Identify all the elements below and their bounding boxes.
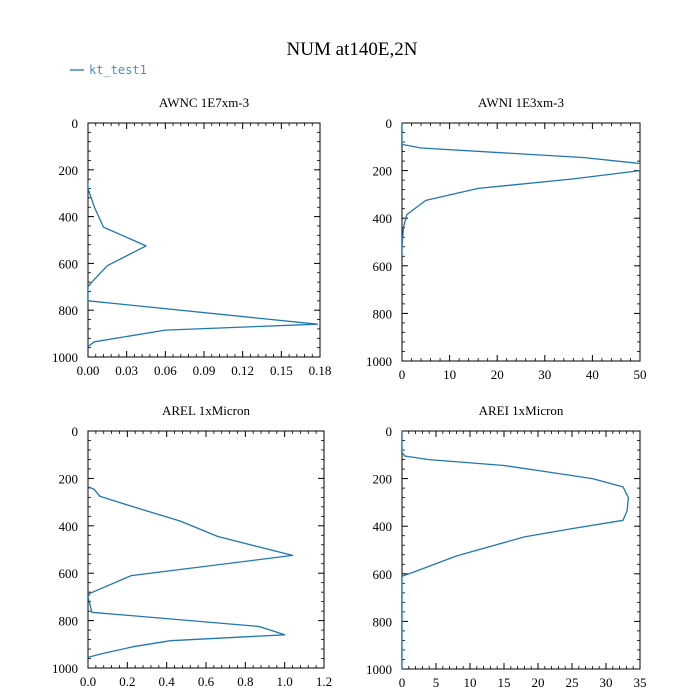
y-tick-label: 800 (373, 306, 393, 321)
x-tick-label: 0 (399, 675, 406, 690)
x-tick-label: 30 (600, 675, 613, 690)
x-tick-label: 10 (464, 675, 477, 690)
y-tick-label: 0 (386, 424, 393, 439)
y-tick-label: 200 (59, 471, 79, 486)
x-tick-label: 0.8 (237, 674, 253, 689)
y-tick-label: 600 (373, 567, 393, 582)
axes-frame (401, 430, 641, 670)
legend-label: kt_test1 (89, 63, 147, 77)
x-tick-label: 20 (532, 675, 545, 690)
panel-4: AREI 1xMicron 0 5 10 15 20 25 30 35 0 200 400 600 800… (366, 403, 647, 690)
x-tick-label: 20 (491, 367, 504, 382)
y-tick-label: 800 (373, 614, 393, 629)
x-tick-label: 30 (538, 367, 551, 382)
x-tick-label: 1.0 (277, 674, 293, 689)
panel-2: AWNI 1E3xm-3 0 10 20 30 40 50 0 200 400 600 800 1000 (366, 95, 647, 382)
axes-frame (87, 122, 321, 358)
y-tick-label: 600 (373, 259, 393, 274)
y-tick-label: 1000 (52, 661, 78, 676)
panel-title: AWNI 1E3xm-3 (478, 95, 564, 110)
y-tick-label: 400 (59, 519, 79, 534)
y-tick-label: 400 (373, 211, 393, 226)
x-tick-label: 0.03 (115, 363, 138, 378)
axes-frame (87, 430, 325, 669)
x-tick-label: 10 (443, 367, 456, 382)
x-tick-label: 5 (433, 675, 440, 690)
x-tick-label: 0.2 (119, 674, 135, 689)
y-tick-label: 400 (59, 210, 79, 225)
x-tick-label: 50 (634, 367, 647, 382)
y-tick-label: 400 (373, 519, 393, 534)
x-tick-label: 0.15 (270, 363, 293, 378)
x-tick-label: 15 (498, 675, 511, 690)
x-tick-label: 25 (566, 675, 579, 690)
y-tick-label: 600 (59, 256, 79, 271)
x-tick-label: 40 (586, 367, 599, 382)
y-tick-label: 1000 (52, 350, 78, 365)
x-tick-label: 0.6 (198, 674, 215, 689)
series-line (402, 431, 630, 669)
series-line (88, 486, 294, 658)
y-tick-label: 0 (386, 116, 393, 131)
y-tick-label: 0 (72, 424, 79, 439)
y-tick-label: 1000 (366, 354, 392, 369)
legend: kt_test1 (70, 63, 147, 77)
panel-3: AREL 1xMicron 0.0 0.2 0.4 0.6 0.8 1.0 1.2 0 200 40… (52, 403, 332, 689)
series-line (88, 181, 319, 348)
x-tick-label: 0.12 (231, 363, 254, 378)
x-tick-label: 0.0 (80, 674, 96, 689)
panel-1: AWNC 1E7xm-3 0.00 0.03 0.06 0.09 0.12 0.15 0.18… (52, 95, 331, 378)
figure-title: NUM at140E,2N (287, 39, 418, 60)
y-tick-label: 200 (59, 163, 79, 178)
y-tick-label: 800 (59, 614, 79, 629)
x-tick-label: 0.09 (193, 363, 216, 378)
x-tick-label: 0.06 (154, 363, 177, 378)
panel-title: AREL 1xMicron (162, 403, 250, 418)
y-tick-label: 1000 (366, 662, 392, 677)
x-tick-label: 1.2 (316, 674, 332, 689)
x-tick-label: 0.18 (309, 363, 332, 378)
x-tick-label: 35 (634, 675, 647, 690)
panel-title: AREI 1xMicron (479, 403, 564, 418)
y-tick-label: 200 (373, 164, 393, 179)
y-tick-label: 200 (373, 472, 393, 487)
series-line (402, 123, 640, 257)
x-tick-label: 0.00 (77, 363, 100, 378)
panels: AWNC 1E7xm-30.00 0.03 0.06 0.09 0.12 0.15 0.18… (52, 95, 647, 690)
y-tick-label: 800 (59, 303, 79, 318)
panel-title: AWNC 1E7xm-3 (159, 95, 249, 110)
y-tick-label: 600 (59, 566, 79, 581)
axes-frame (401, 122, 641, 362)
x-tick-label: 0 (399, 367, 406, 382)
x-tick-label: 0.4 (159, 674, 176, 689)
y-tick-label: 0 (72, 116, 79, 131)
